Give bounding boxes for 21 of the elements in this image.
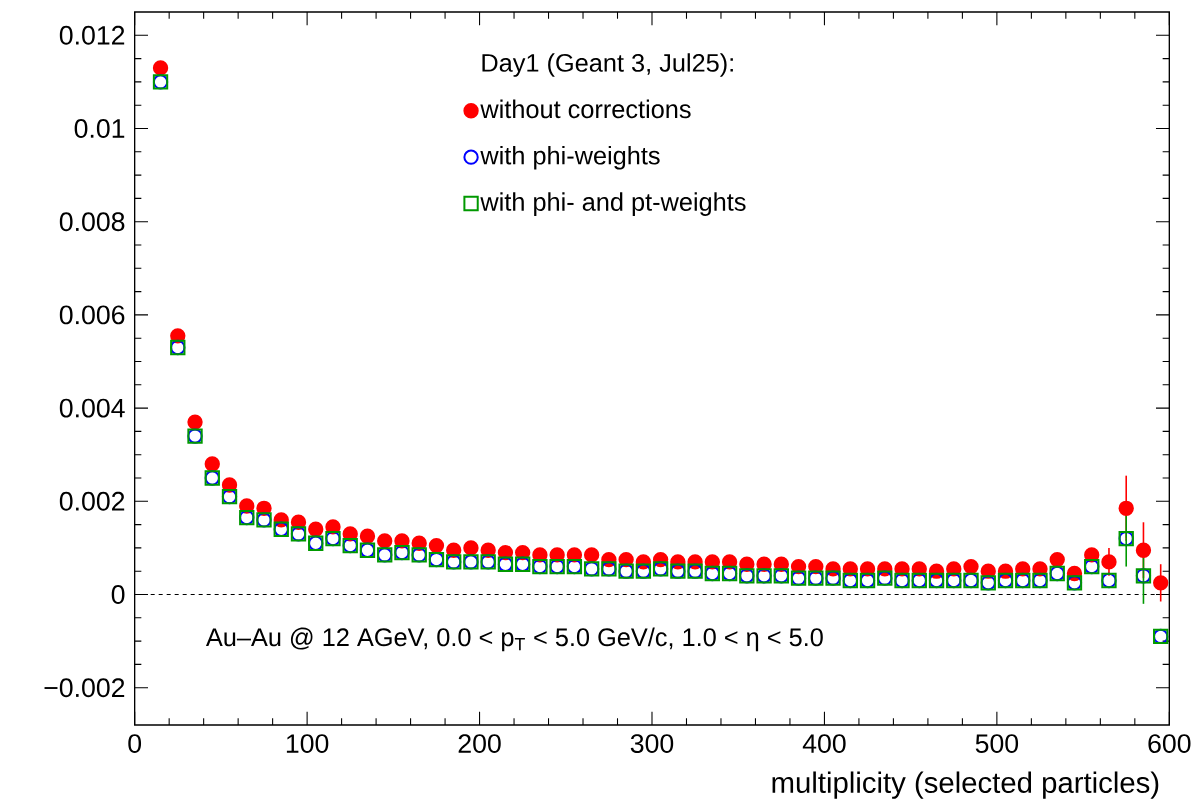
y-tick-label: −0.002 bbox=[44, 678, 125, 698]
x-tick-label: 600 bbox=[1148, 734, 1191, 754]
legend-label: with phi- and pt-weights bbox=[480, 192, 746, 216]
y-tick-label: 0.004 bbox=[59, 398, 125, 418]
y-tick-label: 0.01 bbox=[74, 119, 125, 138]
x-tick-label: 0 bbox=[128, 734, 142, 754]
y-tick-label: 0.002 bbox=[59, 491, 125, 511]
x-axis-title: multiplicity (selected particles) bbox=[772, 771, 1159, 799]
y-tick-label: 0.006 bbox=[59, 305, 125, 325]
legend-title: Day1 (Geant 3, Jul25): bbox=[482, 53, 733, 77]
x-tick-label: 100 bbox=[286, 734, 329, 754]
legend-label: with phi-weights bbox=[480, 145, 660, 170]
x-tick-label: 400 bbox=[802, 734, 846, 754]
y-tick-label: 0 bbox=[111, 585, 125, 604]
annotation: Au–Au @ 12 AGeV, 0.0 < p$_{T}$ < 5.0 GeV/c, 1.0 < η < 5.0 bbox=[205, 627, 823, 652]
x-tick-label: 200 bbox=[458, 734, 501, 754]
y-tick-label: 0.008 bbox=[59, 212, 125, 232]
y-tick-label: 0.012 bbox=[59, 25, 125, 45]
x-tick-label: 300 bbox=[630, 734, 674, 754]
legend-label: without corrections bbox=[480, 99, 691, 119]
x-tick-label: 500 bbox=[975, 734, 1019, 754]
